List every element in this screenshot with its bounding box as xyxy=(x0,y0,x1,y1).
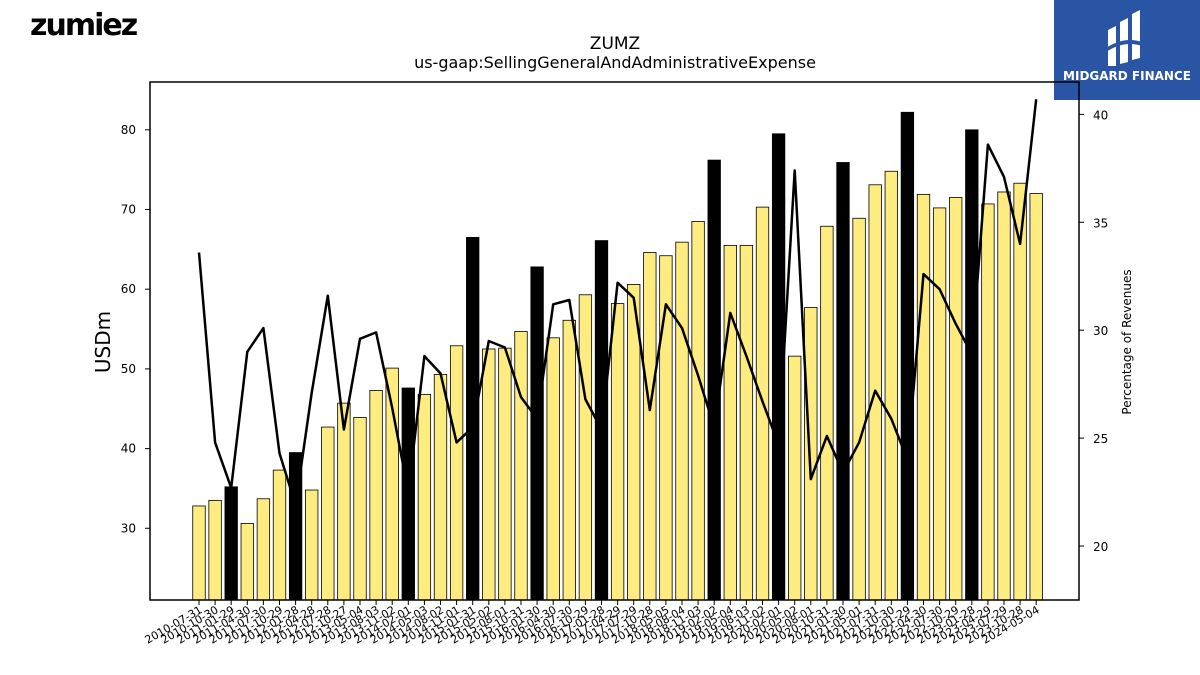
bar xyxy=(852,217,866,601)
y2-tick-label: 40 xyxy=(1093,108,1108,122)
bar xyxy=(997,191,1011,601)
bar xyxy=(208,499,222,601)
y-tick-label: 80 xyxy=(121,123,136,137)
bar xyxy=(433,374,448,601)
y-axis-right: 20 25 30 35 40 xyxy=(1079,108,1108,554)
chart-title: ZUMZ xyxy=(590,34,640,54)
bar xyxy=(369,390,383,601)
midgard-emblem-icon xyxy=(1106,10,1142,66)
bar xyxy=(900,111,915,601)
bar xyxy=(707,159,721,601)
bar xyxy=(739,244,754,601)
bar xyxy=(836,162,850,601)
bar xyxy=(932,207,947,601)
bar xyxy=(401,387,415,601)
y2-tick-label: 20 xyxy=(1093,540,1108,554)
percentage-line xyxy=(197,99,1038,507)
percentage-line-series xyxy=(197,99,1038,507)
bar xyxy=(321,426,335,601)
bar xyxy=(562,319,576,601)
bar xyxy=(916,193,931,601)
bar xyxy=(417,393,432,601)
bar xyxy=(546,337,560,601)
bar xyxy=(482,348,496,601)
y-axis-label: USDm xyxy=(91,311,115,373)
bar xyxy=(675,241,689,601)
bar xyxy=(804,307,818,601)
bar xyxy=(691,221,705,601)
bar xyxy=(337,402,351,601)
bar xyxy=(949,197,963,601)
x-axis: 2010-07-312010-10-302011-01-292011-04-30… xyxy=(143,600,1042,647)
bar xyxy=(449,345,464,601)
bar xyxy=(514,331,528,601)
bar xyxy=(578,294,593,601)
plot-frame xyxy=(149,81,1080,601)
bar xyxy=(498,347,512,601)
bar xyxy=(224,486,238,601)
bar xyxy=(643,252,657,601)
y-tick-label: 40 xyxy=(121,442,136,456)
bar xyxy=(1013,182,1027,601)
y-tick-label: 70 xyxy=(121,203,136,217)
bar xyxy=(610,303,625,601)
y-tick-label: 50 xyxy=(121,362,136,376)
zumiez-logo: zumiez xyxy=(30,8,138,43)
y2-tick-label: 35 xyxy=(1093,216,1108,230)
y2-axis-label: Percentage of Revenues xyxy=(1120,269,1134,414)
y-tick-label: 60 xyxy=(121,282,136,296)
bar xyxy=(466,236,480,601)
y2-tick-label: 25 xyxy=(1093,432,1108,446)
bar xyxy=(256,498,271,601)
bar xyxy=(1029,193,1043,601)
bar xyxy=(723,244,737,601)
y-tick-label: 30 xyxy=(121,521,136,535)
bar xyxy=(965,129,979,601)
bar xyxy=(240,523,254,601)
bar xyxy=(305,489,319,601)
bar xyxy=(353,417,367,601)
chart-subtitle: us-gaap:SellingGeneralAndAdministrativeE… xyxy=(414,53,816,72)
y2-tick-label: 30 xyxy=(1093,324,1108,338)
y-axis-left: 30 40 50 60 70 80 xyxy=(121,123,150,535)
midgard-finance-wordmark: MIDGARD FINANCE xyxy=(1063,69,1191,83)
bar xyxy=(272,469,287,601)
bar-series xyxy=(192,111,1043,601)
bar xyxy=(820,225,834,601)
bar xyxy=(788,355,802,601)
bar xyxy=(192,505,206,601)
bar xyxy=(884,170,898,601)
bar xyxy=(981,203,995,601)
bar xyxy=(530,266,544,601)
